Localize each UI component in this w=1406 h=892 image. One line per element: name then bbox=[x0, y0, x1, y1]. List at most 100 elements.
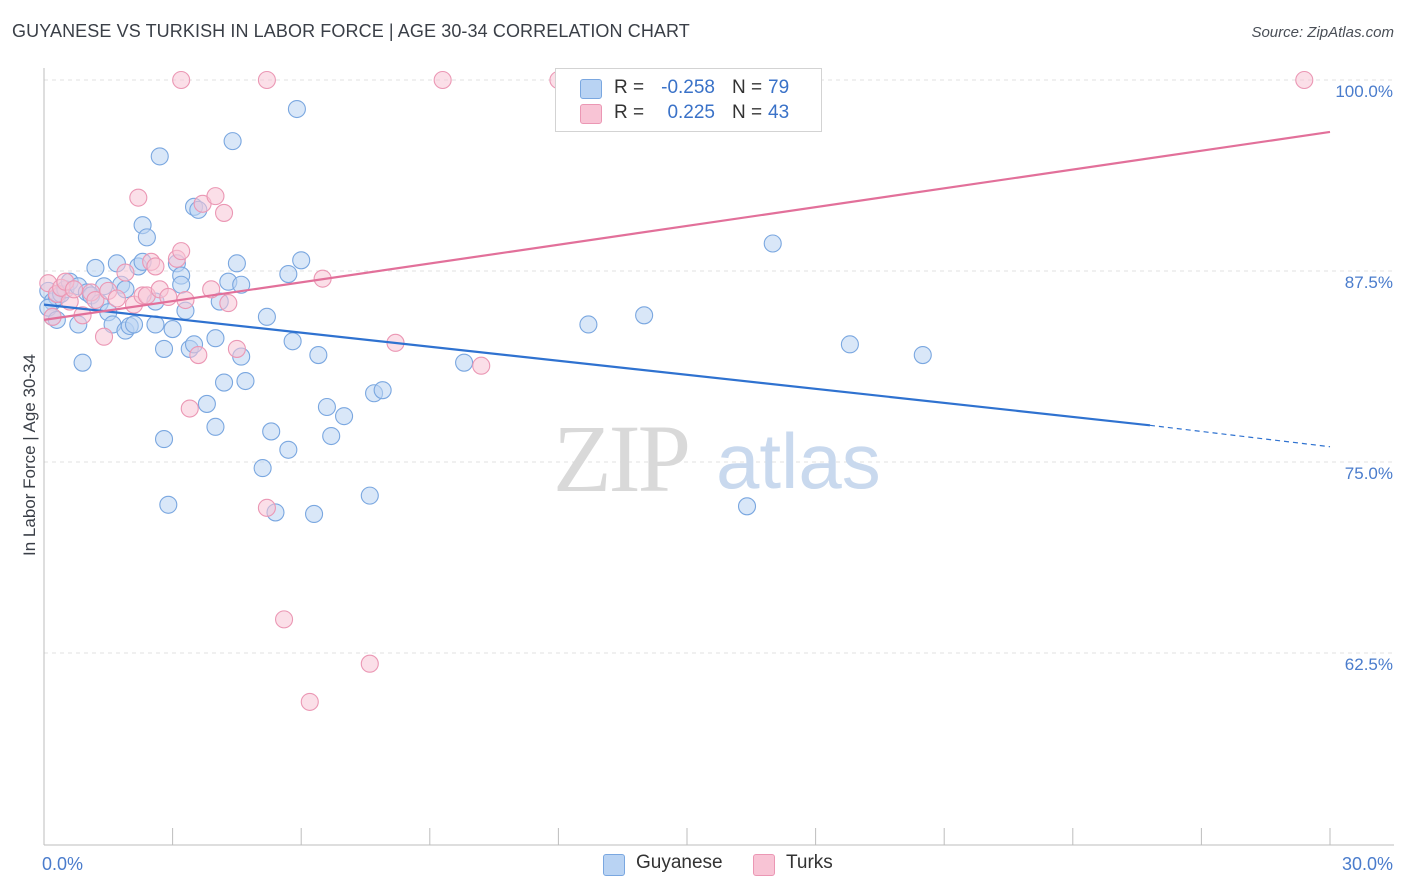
guyanese-point bbox=[124, 315, 144, 334]
turks-point bbox=[1295, 70, 1314, 90]
guyanese-point bbox=[214, 373, 234, 392]
guyanese-point bbox=[283, 332, 302, 351]
turks-point bbox=[172, 70, 191, 90]
turks-point bbox=[146, 257, 165, 276]
turks-point bbox=[202, 280, 221, 299]
guyanese-point bbox=[257, 307, 276, 326]
turks-point bbox=[214, 203, 234, 222]
turks-point bbox=[116, 263, 135, 282]
turks-point bbox=[275, 610, 294, 629]
y-tick-label: 62.5% bbox=[1345, 655, 1393, 674]
legend-label-turks: Turks bbox=[786, 852, 833, 873]
legend-r-value: -0.258 bbox=[661, 77, 715, 98]
turks-point bbox=[360, 654, 379, 673]
chart-source: Source: ZipAtlas.com bbox=[1251, 24, 1394, 41]
guyanese-point bbox=[150, 147, 169, 166]
guyanese-point bbox=[305, 504, 324, 524]
watermark: ZIP atlas bbox=[553, 405, 881, 512]
x-tick-label: 30.0% bbox=[1342, 854, 1393, 874]
legend-r-label: R = bbox=[614, 77, 645, 98]
guyanese-point bbox=[163, 320, 182, 339]
turks-point bbox=[94, 327, 114, 346]
turks-point bbox=[257, 70, 276, 90]
guyanese-point bbox=[159, 495, 178, 514]
y-tick-label: 100.0% bbox=[1335, 82, 1393, 101]
y-tick-label: 87.5% bbox=[1345, 273, 1393, 292]
guyanese-point bbox=[322, 426, 341, 446]
guyanese-trend-extension bbox=[1149, 424, 1331, 448]
guyanese-swatch bbox=[580, 79, 602, 99]
legend-r-value: 0.225 bbox=[667, 102, 715, 123]
guyanese-point bbox=[197, 394, 216, 413]
guyanese-point bbox=[913, 345, 932, 365]
turks-point bbox=[64, 280, 84, 299]
guyanese-point bbox=[317, 397, 336, 417]
guyanese-point bbox=[223, 132, 242, 151]
guyanese-point bbox=[840, 335, 859, 354]
turks-point bbox=[107, 289, 126, 308]
guyanese-point bbox=[737, 497, 757, 516]
x-ticks bbox=[43, 828, 1331, 845]
series-legend: Guyanese Turks bbox=[0, 852, 1406, 878]
x-tick-labels: 0.0% 30.0% bbox=[42, 854, 1393, 874]
turks-point bbox=[172, 242, 191, 261]
guyanese-point bbox=[360, 486, 379, 505]
guyanese-point bbox=[635, 306, 654, 325]
turks-swatch bbox=[580, 104, 602, 124]
guyanese-point bbox=[137, 228, 156, 247]
turks-point bbox=[219, 294, 238, 313]
guyanese-point bbox=[227, 254, 246, 273]
turks-point bbox=[472, 356, 491, 375]
turks-point bbox=[180, 399, 199, 418]
legend-n-label: N = bbox=[732, 77, 763, 98]
turks-point bbox=[227, 339, 246, 358]
turks-point bbox=[129, 188, 148, 207]
guyanese-swatch bbox=[603, 854, 625, 876]
guyanese-point bbox=[232, 275, 251, 294]
turks-points bbox=[39, 70, 1314, 711]
guyanese-point bbox=[309, 345, 328, 365]
turks-point bbox=[433, 70, 452, 90]
guyanese-point bbox=[579, 315, 598, 334]
guyanese-point bbox=[172, 275, 191, 294]
guyanese-point bbox=[373, 381, 392, 400]
guyanese-point bbox=[236, 371, 255, 391]
correlation-legend: R = -0.258 N = 79 R = 0.225 N = 43 bbox=[555, 68, 822, 132]
guyanese-point bbox=[335, 407, 354, 426]
watermark-atlas: atlas bbox=[716, 417, 881, 505]
guyanese-point bbox=[763, 234, 782, 253]
guyanese-point bbox=[253, 459, 272, 478]
turks-point bbox=[206, 187, 225, 206]
turks-trend-line bbox=[43, 130, 1331, 321]
turks-point bbox=[189, 345, 208, 365]
guyanese-point bbox=[206, 417, 225, 436]
guyanese-point bbox=[73, 353, 92, 372]
guyanese-point bbox=[86, 258, 105, 277]
guyanese-point bbox=[455, 353, 474, 372]
guyanese-point bbox=[292, 251, 311, 270]
guyanese-point bbox=[154, 339, 174, 358]
watermark-zip: ZIP bbox=[553, 405, 688, 512]
legend-r-label: R = bbox=[614, 102, 645, 123]
legend-label-guyanese: Guyanese bbox=[636, 852, 723, 873]
guyanese-point bbox=[287, 99, 306, 119]
legend-n-label: N = bbox=[732, 102, 763, 123]
axes bbox=[43, 68, 1394, 846]
turks-point bbox=[86, 290, 105, 310]
turks-swatch bbox=[753, 854, 775, 876]
guyanese-point bbox=[154, 430, 174, 449]
grid-lines bbox=[44, 79, 1394, 654]
guyanese-point bbox=[262, 422, 281, 441]
guyanese-point bbox=[279, 440, 298, 459]
guyanese-point bbox=[206, 329, 225, 348]
guyanese-point bbox=[279, 265, 298, 284]
trend-lines bbox=[43, 130, 1331, 448]
y-tick-labels: 100.0% 87.5% 75.0% 62.5% bbox=[1335, 82, 1393, 674]
guyanese-trend-line bbox=[43, 303, 1151, 427]
chart-title: GUYANESE VS TURKISH IN LABOR FORCE | AGE… bbox=[12, 21, 690, 41]
y-tick-label: 75.0% bbox=[1345, 464, 1393, 483]
x-tick-label: 0.0% bbox=[42, 854, 83, 874]
legend-n-value: 79 bbox=[768, 77, 790, 98]
turks-point bbox=[257, 498, 276, 517]
